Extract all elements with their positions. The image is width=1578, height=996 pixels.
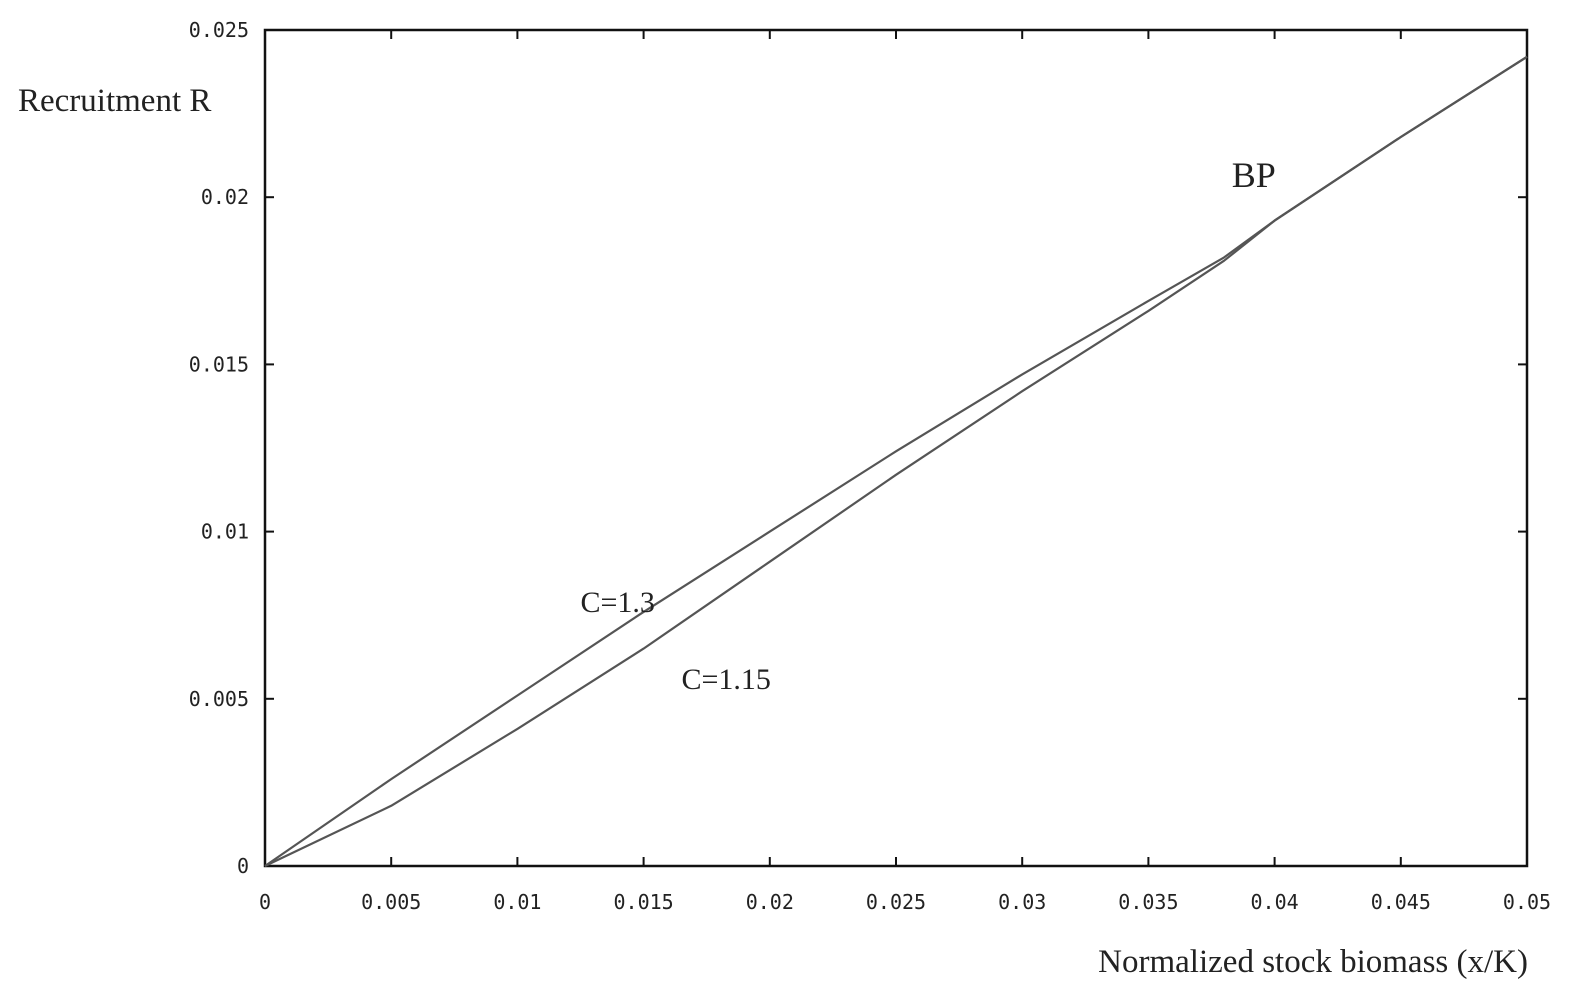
x-tick-label: 0.04 (1251, 890, 1299, 914)
x-tick-label: 0.025 (866, 890, 926, 914)
annotation-label: BP (1232, 155, 1276, 195)
y-axis-title: Recruitment R (18, 83, 211, 119)
y-tick-label: 0.025 (189, 18, 249, 42)
annotation-label: C=1.3 (581, 586, 655, 619)
y-axis-ticks: 0 0.005 0.01 0.015 0.02 0.025 (189, 18, 1527, 878)
y-tick-label: 0.01 (201, 520, 249, 544)
annotation-group: C=1.3 C=1.15 BP (581, 155, 1276, 696)
plot-frame (263, 28, 1529, 868)
x-tick-label: 0.005 (361, 890, 421, 914)
y-tick-label: 0.005 (189, 687, 249, 711)
x-tick-label: 0.035 (1118, 890, 1178, 914)
x-tick-label: 0.015 (613, 890, 673, 914)
series-group (264, 55, 1528, 867)
x-axis-title: Normalized stock biomass (x/K) (1098, 944, 1528, 980)
x-tick-label: 0.01 (493, 890, 541, 914)
x-tick-label: 0.02 (746, 890, 794, 914)
series-line-1 (264, 55, 1528, 867)
x-tick-label: 0.03 (998, 890, 1046, 914)
x-axis-ticks: 0 0.005 0.01 0.015 0.02 0.025 0.03 0.035 0.04 0.0… (259, 30, 1551, 914)
y-tick-label: 0.02 (201, 185, 249, 209)
x-tick-label: 0.05 (1503, 890, 1551, 914)
annotation-label: C=1.15 (681, 663, 770, 696)
y-tick-label: 0.015 (189, 352, 249, 376)
x-tick-label: 0.045 (1371, 890, 1431, 914)
y-tick-label: 0 (237, 854, 249, 878)
x-tick-label: 0 (259, 890, 271, 914)
